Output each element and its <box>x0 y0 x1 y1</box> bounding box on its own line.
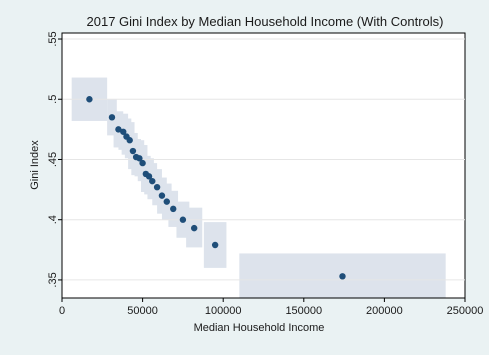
data-point <box>136 155 143 162</box>
x-tick-label: 50000 <box>127 305 158 317</box>
data-point <box>145 173 153 180</box>
gridlines <box>62 38 465 281</box>
data-point <box>170 205 177 213</box>
axes: .35 .4 .45 .5 .55 0 50000 100000 150000 200000 250… <box>47 31 483 317</box>
data-point <box>139 159 146 167</box>
data-point <box>190 224 198 232</box>
y-tick-label: .35 <box>47 272 59 287</box>
data-point <box>108 114 116 121</box>
x-axis-label: Median Household Income <box>194 322 325 334</box>
x-tick-label: 0 <box>59 305 65 317</box>
y-tick-label: .5 <box>47 95 59 104</box>
data-point <box>163 198 170 205</box>
chart-title: 2017 Gini Index by Median Household Inco… <box>87 14 444 29</box>
y-tick-label: .55 <box>47 31 59 46</box>
y-tick-label: .4 <box>47 215 59 224</box>
data-point <box>339 273 346 280</box>
y-axis-label: Gini Index <box>29 140 41 190</box>
x-tick-label: 150000 <box>285 305 322 317</box>
x-tick-label: 100000 <box>205 305 242 317</box>
data-points <box>86 96 346 280</box>
data-point <box>179 216 187 223</box>
y-tick-label: .45 <box>47 152 59 167</box>
data-point <box>126 137 133 144</box>
data-point <box>120 128 127 135</box>
x-tick-label: 250000 <box>447 305 484 317</box>
data-point <box>211 241 219 249</box>
data-point <box>115 126 122 133</box>
x-tick-label: 200000 <box>366 305 403 317</box>
data-point <box>153 183 161 191</box>
data-point <box>149 177 156 185</box>
data-point <box>86 96 93 103</box>
data-point <box>129 147 137 155</box>
data-point <box>158 192 166 199</box>
